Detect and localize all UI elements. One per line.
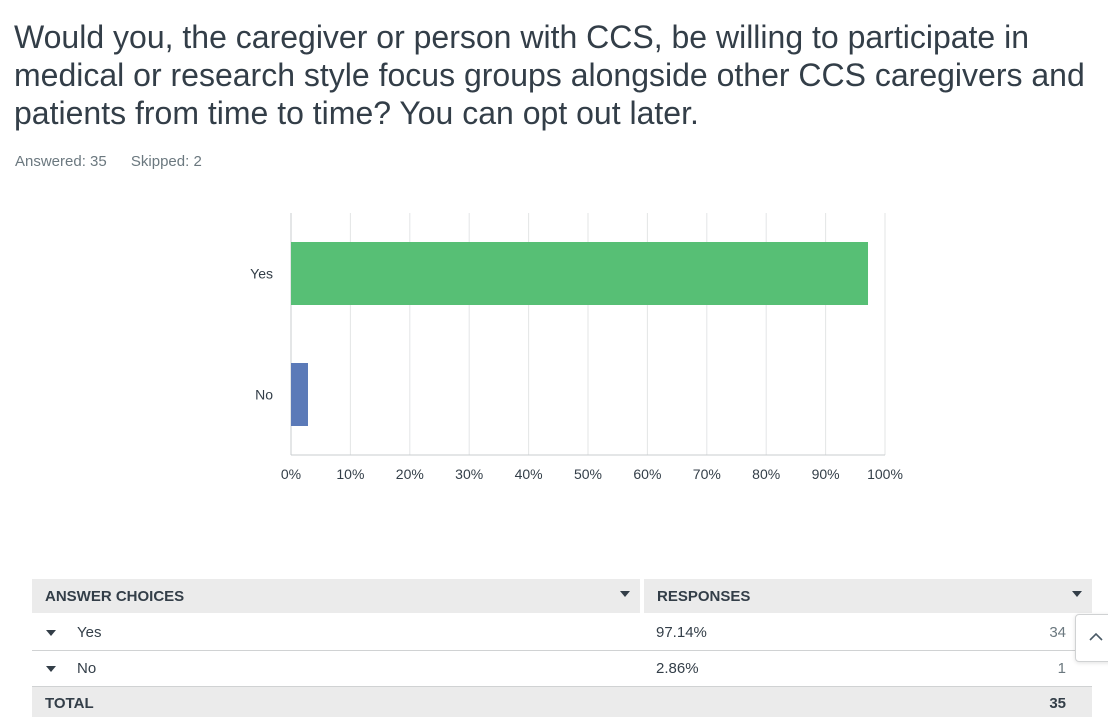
bar-no[interactable]	[291, 363, 308, 426]
row-expand-caret-icon[interactable]	[46, 630, 56, 636]
chart-category-labels: Yes No	[250, 266, 273, 403]
table-header-row: ANSWER CHOICES RESPONSES	[32, 579, 1092, 615]
x-tick-label: 90%	[812, 466, 840, 482]
x-tick-label: 40%	[515, 466, 543, 482]
total-count: 35	[1049, 695, 1066, 712]
x-tick-label: 10%	[336, 466, 364, 482]
choice-label: No	[77, 660, 97, 677]
x-tick-label: 20%	[396, 466, 424, 482]
answer-choices-header-label: ANSWER CHOICES	[45, 588, 185, 605]
x-tick-label: 80%	[752, 466, 780, 482]
choice-label: Yes	[77, 624, 102, 641]
sort-caret-icon[interactable]	[620, 591, 630, 597]
x-tick-label: 70%	[693, 466, 721, 482]
chart-tick-labels: 0% 10% 20% 30% 40% 50% 60% 70% 80% 90% 100%	[281, 466, 903, 482]
skipped-count: Skipped: 2	[130, 153, 202, 170]
response-stats: Answered: 35 Skipped: 2	[15, 153, 202, 170]
x-tick-label: 50%	[574, 466, 602, 482]
answer-choices-header[interactable]: ANSWER CHOICES	[32, 579, 640, 613]
category-label: Yes	[250, 266, 273, 282]
table-row: Yes 97.14% 34	[32, 615, 1092, 651]
header-divider	[640, 579, 644, 613]
x-tick-label: 100%	[867, 466, 903, 482]
response-count: 1	[1057, 660, 1066, 677]
total-label: TOTAL	[45, 695, 94, 712]
scroll-to-top-button[interactable]	[1075, 614, 1108, 662]
sort-caret-icon[interactable]	[1072, 591, 1082, 597]
chart-bars	[291, 242, 869, 426]
row-expand-caret-icon[interactable]	[46, 666, 56, 672]
responses-header-label: RESPONSES	[657, 588, 751, 605]
total-row: TOTAL 35	[32, 687, 1092, 717]
question-title: Would you, the caregiver or person with …	[14, 19, 1085, 131]
response-percent: 97.14%	[656, 624, 707, 641]
bar-yes[interactable]	[291, 242, 869, 305]
x-tick-label: 60%	[633, 466, 661, 482]
response-percent: 2.86%	[656, 660, 699, 677]
table-row: No 2.86% 1	[32, 651, 1092, 687]
category-label: No	[255, 387, 273, 403]
responses-header[interactable]: RESPONSES	[644, 579, 1092, 613]
chevron-up-icon	[1089, 632, 1103, 641]
responses-table: ANSWER CHOICES RESPONSES Yes 97.14% 34 N…	[32, 579, 1092, 717]
answered-count: Answered: 35	[15, 153, 107, 170]
response-count: 34	[1049, 624, 1066, 641]
x-tick-label: 30%	[455, 466, 483, 482]
x-tick-label: 0%	[281, 466, 301, 482]
bar-chart: Yes No 0% 10% 20% 30% 40% 50% 60% 70% 80% 90% 100%	[250, 213, 903, 482]
